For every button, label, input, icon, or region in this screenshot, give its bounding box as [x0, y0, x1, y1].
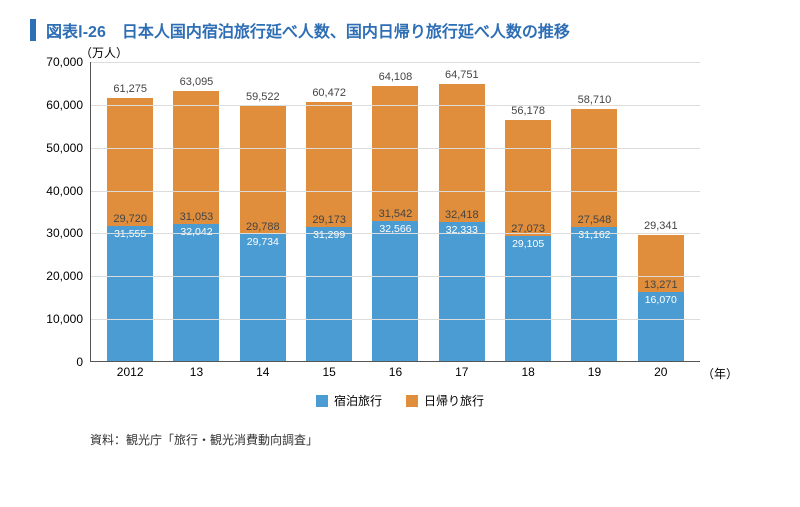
bar-upper-value-label: 13,271: [644, 279, 678, 291]
gridline: [91, 191, 700, 192]
x-tick-label: 19: [571, 365, 617, 379]
legend-label-upper: 日帰り旅行: [424, 392, 484, 409]
bar-segment-lower: 32,41832,333: [439, 222, 485, 361]
chart-title: 図表Ⅰ-26 日本人国内宿泊旅行延べ人数、国内日帰り旅行延べ人数の推移: [46, 18, 570, 42]
bar-segment-lower: 29,72031,555: [107, 226, 153, 361]
chart-region: （万人） 61,27529,72031,55563,09531,05332,04…: [90, 62, 770, 362]
bar-segment-lower: 27,07329,105: [505, 236, 551, 361]
bar-segment-lower: 29,17331,299: [306, 227, 352, 361]
bar-lower-value-label: 16,070: [645, 294, 677, 306]
bar-segment-lower: 29,78829,734: [240, 234, 286, 361]
x-tick-label: 2012: [107, 365, 153, 379]
bar-segment-lower: 31,05332,042: [173, 224, 219, 361]
legend-item-upper: 日帰り旅行: [406, 392, 484, 409]
bar-segment-upper: 59,522: [240, 106, 286, 234]
bar-column: 56,17827,07329,105: [505, 120, 551, 361]
plot-area: 61,27529,72031,55563,09531,05332,04259,5…: [90, 62, 700, 362]
bar-segment-lower: 31,54232,566: [372, 221, 418, 361]
legend-item-lower: 宿泊旅行: [316, 392, 382, 409]
bar-total-label: 63,095: [180, 76, 214, 88]
bar-column: 29,34113,27116,070: [638, 235, 684, 361]
bar-total-label: 64,108: [379, 71, 413, 83]
bar-lower-value-label: 29,734: [247, 236, 279, 248]
bar-segment-upper: 64,108: [372, 86, 418, 221]
bar-upper-value-label: 32,418: [445, 209, 479, 221]
x-ticks: 2012 13 14 15 16 17 18 19 20: [91, 361, 700, 379]
legend-swatch-lower: [316, 395, 328, 407]
bar-lower-value-label: 32,333: [446, 224, 478, 236]
bar-segment-lower: 13,27116,070: [638, 292, 684, 361]
bar-segment-lower: 27,54831,162: [571, 227, 617, 361]
gridline: [91, 233, 700, 234]
bar-segment-upper: 63,095: [173, 91, 219, 224]
chart-title-row: 図表Ⅰ-26 日本人国内宿泊旅行延べ人数、国内日帰り旅行延べ人数の推移: [30, 18, 770, 42]
y-tick-label: 70,000: [46, 55, 91, 69]
bar-total-label: 64,751: [445, 69, 479, 81]
x-tick-label: 15: [306, 365, 352, 379]
bar-column: 61,27529,72031,555: [107, 98, 153, 361]
legend-swatch-upper: [406, 395, 418, 407]
bar-upper-value-label: 29,720: [113, 213, 147, 225]
bar-total-label: 59,522: [246, 91, 280, 103]
bars-container: 61,27529,72031,55563,09531,05332,04259,5…: [91, 62, 700, 361]
x-tick-label: 13: [173, 365, 219, 379]
y-tick-label: 50,000: [46, 141, 91, 155]
bar-segment-upper: 58,710: [571, 109, 617, 227]
title-accent-bar: [30, 19, 36, 41]
bar-lower-value-label: 31,162: [578, 229, 610, 241]
gridline: [91, 62, 700, 63]
bar-segment-upper: 60,472: [306, 102, 352, 227]
gridline: [91, 276, 700, 277]
legend-label-lower: 宿泊旅行: [334, 392, 382, 409]
y-tick-label: 30,000: [46, 226, 91, 240]
legend: 宿泊旅行 日帰り旅行: [30, 392, 770, 409]
x-tick-label: 14: [240, 365, 286, 379]
x-tick-label: 17: [439, 365, 485, 379]
gridline: [91, 148, 700, 149]
gridline: [91, 319, 700, 320]
x-tick-label: 18: [505, 365, 551, 379]
gridline: [91, 105, 700, 106]
x-axis-unit: （年）: [700, 361, 738, 382]
bar-upper-value-label: 29,173: [312, 214, 346, 226]
bar-total-label: 56,178: [511, 105, 545, 117]
y-tick-label: 60,000: [46, 98, 91, 112]
bar-upper-value-label: 31,542: [379, 208, 413, 220]
bar-total-label: 61,275: [113, 83, 147, 95]
y-tick-label: 40,000: [46, 184, 91, 198]
bar-segment-upper: 61,275: [107, 98, 153, 225]
bar-upper-value-label: 31,053: [180, 211, 214, 223]
bar-column: 60,47229,17331,299: [306, 102, 352, 361]
bar-lower-value-label: 29,105: [512, 238, 544, 250]
bar-upper-value-label: 29,788: [246, 221, 280, 233]
y-tick-label: 20,000: [46, 269, 91, 283]
bar-lower-value-label: 32,042: [180, 226, 212, 238]
y-tick-label: 0: [76, 355, 91, 369]
bar-total-label: 29,341: [644, 220, 678, 232]
x-tick-label: 20: [638, 365, 684, 379]
bar-total-label: 60,472: [312, 87, 346, 99]
x-tick-label: 16: [372, 365, 418, 379]
bar-column: 63,09531,05332,042: [173, 91, 219, 361]
bar-segment-upper: 56,178: [505, 120, 551, 236]
bar-upper-value-label: 27,548: [578, 214, 612, 226]
y-tick-label: 10,000: [46, 312, 91, 326]
bar-lower-value-label: 31,299: [313, 229, 345, 241]
source-citation: 資料：観光庁「旅行・観光消費動向調査」: [90, 431, 770, 448]
